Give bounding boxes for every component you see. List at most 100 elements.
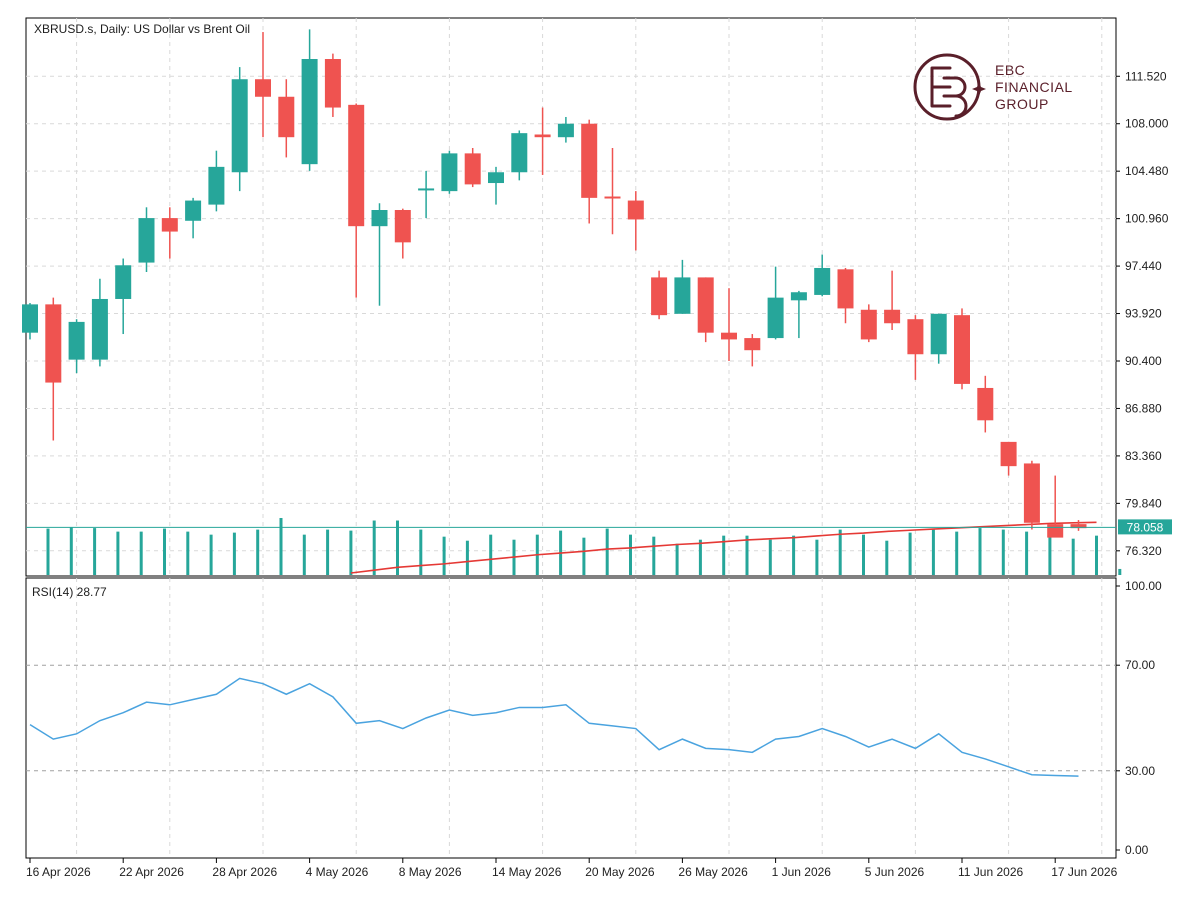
time-tick-label: 17 Jun 2026 [1051, 865, 1117, 879]
candle-body [627, 200, 644, 220]
candle-body [278, 96, 295, 138]
candle [394, 208, 411, 259]
candle-body [45, 304, 62, 383]
time-tick-label: 22 Apr 2026 [119, 865, 184, 879]
logo-sparkle-icon [972, 82, 986, 96]
rsi-pane[interactable]: 100.00 70.00 30.00 0.00 RSI(14) 28.77 [25, 577, 1162, 859]
candle [441, 150, 458, 194]
candle-body [581, 123, 598, 198]
price-tick-label: 97.440 [1125, 259, 1162, 273]
candle-body [324, 59, 341, 108]
candle [954, 308, 970, 390]
candle [418, 170, 435, 219]
candle-body [837, 269, 854, 309]
candle [488, 166, 504, 205]
candle-body [767, 297, 784, 339]
candle [581, 119, 598, 224]
candle [45, 297, 62, 441]
candle [185, 197, 202, 239]
candle [301, 29, 318, 171]
candle [115, 258, 132, 335]
rsi-tick-label: 0.00 [1125, 843, 1149, 857]
rsi-series-line [29, 677, 1079, 777]
time-tick-label: 4 May 2026 [306, 865, 369, 879]
candle-body [115, 265, 132, 299]
candle-body [441, 153, 458, 192]
candle-body [68, 321, 85, 360]
candle-body [534, 134, 551, 138]
rsi-level-lines [26, 664, 1116, 772]
time-tick-label: 14 May 2026 [492, 865, 562, 879]
candle [208, 150, 225, 212]
candle [557, 116, 574, 143]
candle [511, 130, 528, 181]
candle-body [371, 210, 388, 227]
candle-body [1023, 463, 1040, 523]
candle-body [185, 200, 202, 221]
candle-body [138, 218, 155, 263]
price-tick-label: 100.960 [1125, 212, 1169, 226]
candle-body [697, 277, 714, 333]
candle [255, 32, 271, 138]
rsi-line [29, 677, 1079, 777]
candle-body [1000, 441, 1017, 467]
candle-body [930, 313, 947, 355]
time-tick-label: 28 Apr 2026 [212, 865, 277, 879]
last-price-tag: 78.058 [1118, 519, 1172, 535]
candle-body [557, 123, 574, 138]
logo-line-1: EBC [995, 62, 1025, 78]
candle-body [860, 309, 877, 340]
candle-body [464, 153, 481, 185]
time-tick-label: 8 May 2026 [399, 865, 462, 879]
candle-body [161, 218, 178, 232]
candle [464, 147, 481, 188]
candle-body [255, 79, 271, 97]
candle [91, 278, 108, 367]
candle-body [651, 277, 668, 316]
candle [814, 254, 831, 297]
candle [68, 319, 85, 374]
candle-body [231, 79, 248, 173]
candle-body [977, 387, 994, 421]
chart-title: XBRUSD.s, Daily: US Dollar vs Brent Oil [34, 22, 250, 36]
price-pane[interactable]: 111.520 108.000 104.480 100.960 97.440 93.920… [22, 17, 1172, 577]
candle [604, 147, 621, 235]
rsi-tick-label: 70.00 [1125, 658, 1155, 672]
candle-body [418, 188, 435, 191]
candle [371, 203, 388, 306]
candle-body [721, 332, 737, 340]
candle [674, 259, 691, 314]
candlesticks [22, 29, 1087, 538]
candle-body [511, 133, 528, 173]
candle-body [790, 292, 807, 301]
price-grid [26, 18, 1116, 576]
rsi-grid [76, 578, 1103, 858]
candle [860, 304, 877, 343]
candle [1000, 441, 1017, 476]
candle [790, 290, 807, 339]
price-axis-labels: 111.520 108.000 104.480 100.960 97.440 93.920… [1116, 69, 1169, 558]
time-tick-label: 20 May 2026 [585, 865, 655, 879]
candle-body [91, 298, 108, 360]
candle [1023, 460, 1040, 530]
candle-body [348, 104, 365, 227]
candle-body [22, 304, 38, 333]
candle [767, 266, 784, 340]
candle-body [301, 59, 318, 165]
candle-body [488, 172, 504, 184]
candle [744, 334, 761, 367]
candle [348, 103, 365, 298]
candle-body [1070, 524, 1087, 529]
time-tick-label: 16 Apr 2026 [26, 865, 91, 879]
candle [278, 79, 295, 158]
candle [651, 270, 668, 320]
price-tick-label: 79.840 [1125, 496, 1162, 510]
candle-body [1047, 524, 1064, 538]
candle-body [394, 210, 411, 243]
rsi-title: RSI(14) 28.77 [32, 585, 107, 599]
candle [1070, 520, 1087, 531]
time-tick-label: 26 May 2026 [678, 865, 748, 879]
ebc-logo: EBC FINANCIAL GROUP [913, 53, 1072, 121]
